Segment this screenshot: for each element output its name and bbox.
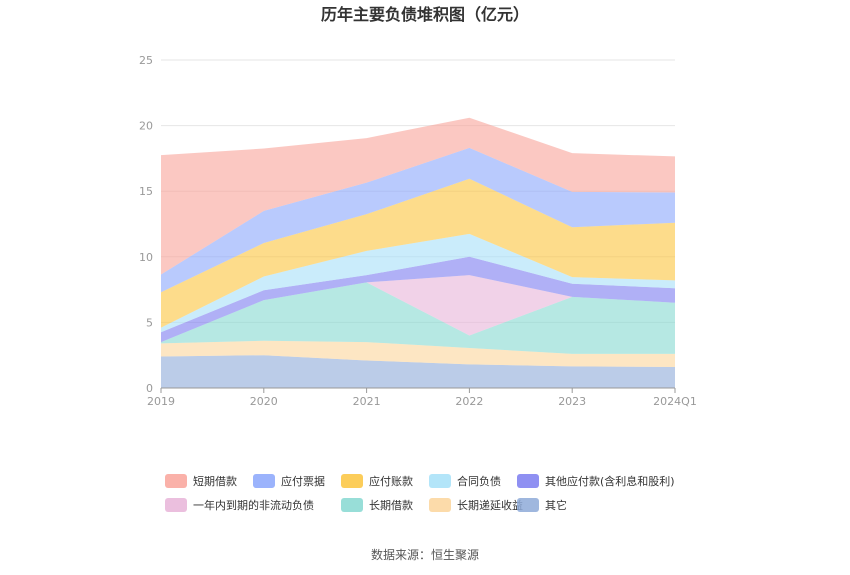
- area-series: [161, 117, 675, 275]
- x-tick-label: 2024Q1: [653, 395, 697, 408]
- legend-label: 应付票据: [281, 474, 325, 488]
- legend-item[interactable]: 短期借款: [165, 474, 237, 488]
- y-tick-label: 15: [139, 185, 153, 198]
- legend-item[interactable]: 合同负债: [429, 474, 501, 488]
- x-tick-label: 2022: [455, 395, 483, 408]
- legend-item[interactable]: 其它: [517, 498, 567, 512]
- chart-title: 历年主要负债堆积图（亿元）: [321, 5, 529, 24]
- x-tick-label: 2019: [147, 395, 175, 408]
- area-series: [161, 275, 675, 343]
- legend-swatch: [517, 498, 539, 512]
- series-areas: [161, 117, 675, 388]
- area-series: [161, 233, 675, 333]
- legend: 短期借款 应付票据 应付账款 合同负债 其他应付款(含利息和股利) 一年内到期的非流动负债…: [165, 474, 675, 512]
- area-series: [161, 147, 675, 293]
- area-series: [161, 282, 675, 354]
- source-note: 数据来源：恒生聚源: [371, 547, 479, 562]
- x-tick-label: 2023: [558, 395, 586, 408]
- legend-item[interactable]: 长期借款: [341, 498, 413, 512]
- legend-item[interactable]: 应付账款: [341, 474, 413, 488]
- area-series: [161, 178, 675, 328]
- legend-label: 应付账款: [369, 474, 413, 488]
- y-tick-label: 5: [146, 316, 153, 329]
- legend-swatch: [429, 474, 451, 488]
- y-tick-label: 0: [146, 382, 153, 395]
- area-series: [161, 256, 675, 343]
- legend-label: 其他应付款(含利息和股利): [545, 474, 675, 488]
- legend-item[interactable]: 一年内到期的非流动负债: [165, 498, 314, 512]
- legend-label: 其它: [545, 498, 567, 512]
- area-series: [161, 340, 675, 368]
- legend-label: 合同负债: [457, 474, 501, 488]
- legend-swatch: [429, 498, 451, 512]
- area-series: [161, 355, 675, 388]
- legend-swatch: [341, 498, 363, 512]
- legend-swatch: [165, 474, 187, 488]
- legend-swatch: [517, 474, 539, 488]
- y-tick-label: 25: [139, 54, 153, 67]
- legend-swatch: [165, 498, 187, 512]
- axes: 2019 2020 2021 2022 2023 2024Q1: [147, 387, 697, 408]
- x-tick-label: 2021: [353, 395, 381, 408]
- legend-swatch: [253, 474, 275, 488]
- legend-label: 短期借款: [193, 474, 237, 488]
- legend-label: 长期递延收益: [457, 498, 523, 512]
- y-tick-label: 10: [139, 251, 153, 264]
- legend-label: 长期借款: [369, 498, 413, 512]
- y-tick-label: 20: [139, 120, 153, 133]
- legend-item[interactable]: 应付票据: [253, 474, 325, 488]
- x-tick-label: 2020: [250, 395, 278, 408]
- legend-label: 一年内到期的非流动负债: [193, 498, 314, 512]
- legend-swatch: [341, 474, 363, 488]
- legend-item[interactable]: 其他应付款(含利息和股利): [517, 474, 675, 488]
- legend-item[interactable]: 长期递延收益: [429, 498, 523, 512]
